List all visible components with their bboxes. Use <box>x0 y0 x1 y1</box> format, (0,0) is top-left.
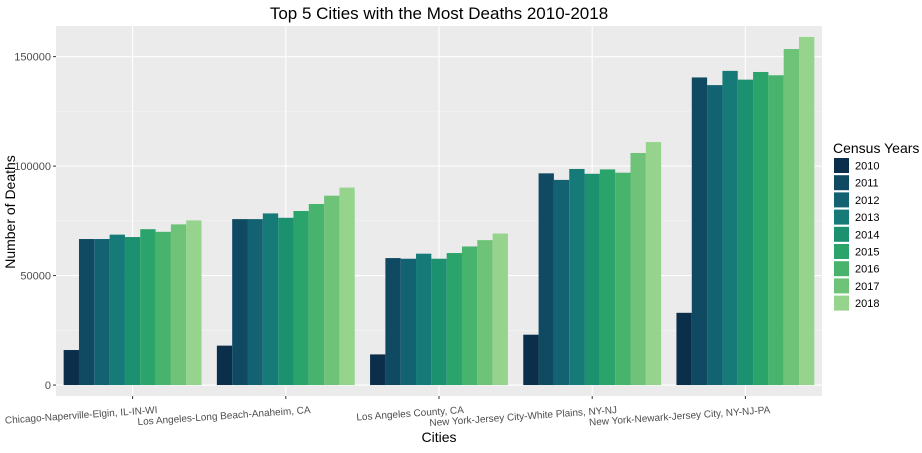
chart-title: Top 5 Cities with the Most Deaths 2010-2… <box>270 4 608 23</box>
bar-2010-4 <box>523 334 539 386</box>
legend-swatch-2018 <box>834 295 849 311</box>
bar-2012-4 <box>553 179 570 386</box>
bar-2010-2 <box>216 345 233 386</box>
legend-swatch-2012 <box>834 192 849 208</box>
legend-swatch-2016 <box>834 261 849 277</box>
bar-2015-4 <box>599 169 616 386</box>
bar-2010-5 <box>676 312 692 386</box>
bar-2017-4 <box>630 152 646 386</box>
legend-label-2017: 2017 <box>855 281 879 293</box>
x-tick-label: Los Angeles-Long Beach-Anaheim, CA <box>137 405 311 428</box>
bar-2011-2 <box>232 219 248 386</box>
bar-2013-2 <box>262 213 279 386</box>
bar-2017-3 <box>477 240 493 386</box>
bar-2015-1 <box>140 229 156 386</box>
legend-title: Census Years <box>833 140 919 156</box>
bar-2018-2 <box>339 187 355 386</box>
bar-2011-5 <box>691 77 708 386</box>
legend-label-2012: 2012 <box>855 195 879 207</box>
bar-2016-3 <box>461 246 478 386</box>
bar-2018-5 <box>799 36 815 386</box>
bar-2011-4 <box>538 173 554 386</box>
legend-label-2018: 2018 <box>855 298 879 310</box>
bar-2010-1 <box>63 350 79 386</box>
bar-2014-1 <box>124 237 141 386</box>
legend-swatch-2013 <box>834 209 849 225</box>
legend-swatch-2010 <box>834 158 849 173</box>
bar-2018-4 <box>645 142 662 386</box>
bar-2014-2 <box>278 217 294 386</box>
y-tick-label: 0 <box>45 380 51 392</box>
bar-2012-5 <box>707 85 723 386</box>
bar-2013-1 <box>109 234 125 386</box>
bar-2013-3 <box>416 253 432 386</box>
bar-2012-2 <box>247 219 263 386</box>
bar-2015-5 <box>753 71 769 386</box>
bar-2016-1 <box>155 231 171 386</box>
x-tick-label: Chicago-Naperville-Elgin, IL-IN-WI <box>5 405 158 427</box>
bar-2012-3 <box>400 258 417 386</box>
bar-2015-2 <box>293 211 309 386</box>
bar-2010-3 <box>370 354 386 386</box>
bar-2014-3 <box>431 258 447 386</box>
legend-swatch-2015 <box>834 244 849 259</box>
y-tick-label: 50000 <box>20 271 51 283</box>
y-tick-label: 100000 <box>14 161 51 173</box>
legend-label-2016: 2016 <box>855 264 879 276</box>
bar-2012-1 <box>94 239 110 386</box>
legend-swatch-2017 <box>834 278 849 294</box>
y-tick-label: 150000 <box>14 52 51 64</box>
bar-2015-3 <box>446 253 462 386</box>
bar-2018-1 <box>186 220 202 386</box>
legend: Census Years 2010 2011 2012 2013 2014 2015 201… <box>833 140 919 311</box>
legend-label-2011: 2011 <box>855 178 879 190</box>
bar-2014-4 <box>584 173 600 386</box>
bar-2016-4 <box>615 172 631 386</box>
legend-label-2015: 2015 <box>855 247 879 259</box>
legend-swatch-2011 <box>834 175 849 191</box>
bar-2011-3 <box>385 258 401 386</box>
legend-label-2010: 2010 <box>855 161 879 173</box>
bar-2013-4 <box>569 168 585 386</box>
bar-2017-2 <box>324 195 340 386</box>
bar-2018-3 <box>492 233 508 386</box>
bar-2014-5 <box>737 79 754 386</box>
bar-2017-1 <box>170 224 187 386</box>
plot-area <box>56 26 822 396</box>
bar-2011-1 <box>78 239 95 386</box>
legend-swatch-2014 <box>834 226 849 242</box>
bar-2017-5 <box>783 48 800 386</box>
bar-2016-5 <box>768 75 784 386</box>
y-axis-label: Number of Deaths <box>2 155 18 269</box>
legend-label-2013: 2013 <box>855 212 879 224</box>
bar-2013-5 <box>722 70 738 386</box>
x-axis-label: Cities <box>421 429 456 445</box>
legend-label-2014: 2014 <box>855 229 879 241</box>
y-axis-ticks: 0 50000 100000 150000 <box>14 52 56 392</box>
bar-2016-2 <box>308 203 325 386</box>
